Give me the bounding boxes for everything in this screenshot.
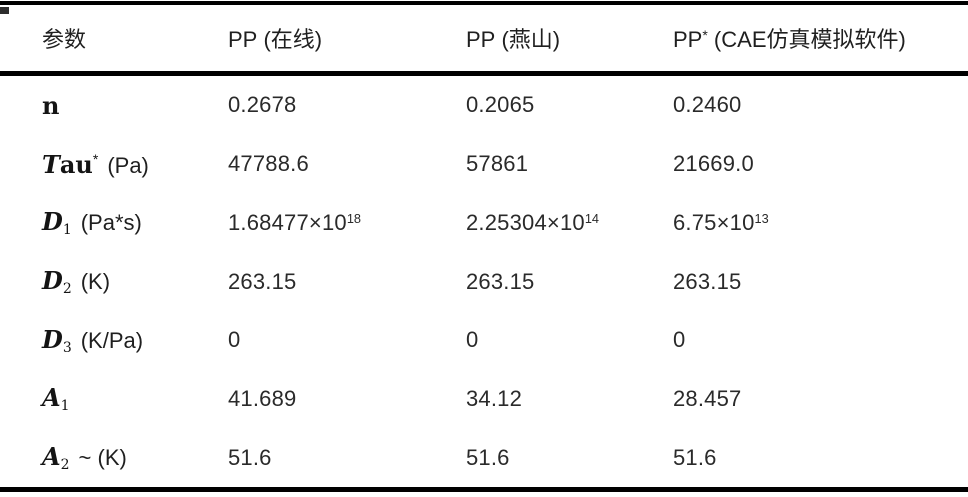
param-value: 263.15 xyxy=(228,269,466,295)
table-row: D2 (K) 263.15 263.15 263.15 xyxy=(0,252,968,311)
param-value: 57861 xyxy=(466,151,673,177)
param-value: 28.457 xyxy=(673,386,968,412)
param-value: 0.2065 xyxy=(466,92,673,118)
value-text: 21669.0 xyxy=(673,151,754,177)
value-text: 263.15 xyxy=(228,268,297,294)
table-row: D1 (Pa*s) 1.68477×1018 2.25304×1014 6.75×101… xyxy=(0,193,968,252)
param-value: 21669.0 xyxy=(673,151,968,177)
param-value: 263.15 xyxy=(673,269,968,295)
header-cell-param: 参数 xyxy=(0,22,228,54)
value-text: 51.6 xyxy=(228,444,272,470)
value-text: 51.6 xyxy=(466,444,510,470)
value-text: 0 xyxy=(228,327,241,353)
param-value: 0 xyxy=(466,327,673,353)
value-text: 263.15 xyxy=(673,268,742,294)
param-variable: au xyxy=(59,149,93,179)
scan-artifact xyxy=(0,7,9,14)
table-body: n 0.2678 0.2065 0.2460 Tau* (Pa) 47788.6 57861 2… xyxy=(0,76,968,487)
header-tail: (燕山) xyxy=(495,27,561,52)
param-label: D2 (K) xyxy=(0,266,228,297)
param-unit: (K) xyxy=(80,268,111,294)
header-label: PP xyxy=(466,27,496,52)
table-row: Tau* (Pa) 47788.6 57861 21669.0 xyxy=(0,135,968,194)
param-value: 0.2460 xyxy=(673,92,968,118)
table-row: A1 41.689 34.12 28.457 xyxy=(0,370,968,429)
param-value: 51.6 xyxy=(673,445,968,471)
value-text: 0.2065 xyxy=(466,92,535,118)
header-separator-rule xyxy=(0,71,968,76)
param-value: 263.15 xyxy=(466,269,673,295)
param-subscript: 3 xyxy=(62,339,72,356)
param-label: n xyxy=(0,91,228,120)
param-value: 47788.6 xyxy=(228,151,466,177)
value-text: 41.689 xyxy=(228,385,297,411)
param-value: 2.25304×1014 xyxy=(466,210,673,236)
param-unit: (Pa*s) xyxy=(80,210,142,236)
value-text: 34.12 xyxy=(466,385,523,411)
param-label: D1 (Pa*s) xyxy=(0,207,228,238)
param-subscript: 2 xyxy=(60,457,70,474)
value-text: 1.68477×10 xyxy=(228,209,347,235)
param-superscript: * xyxy=(92,150,99,167)
param-variable: D xyxy=(42,265,63,295)
param-value: 0 xyxy=(228,327,466,353)
param-unit: (K/Pa) xyxy=(80,327,144,353)
param-value: 0.2678 xyxy=(228,92,466,118)
param-variable: A xyxy=(42,383,61,413)
param-value: 0 xyxy=(673,327,968,353)
value-text: 47788.6 xyxy=(228,151,309,177)
table-row: D3 (K/Pa) 0 0 0 xyxy=(0,311,968,370)
param-label: D3 (K/Pa) xyxy=(0,325,228,356)
header-sup: * xyxy=(702,27,708,43)
header-label: PP xyxy=(673,27,703,52)
param-variable: A xyxy=(42,442,61,472)
table-row: n 0.2678 0.2065 0.2460 xyxy=(0,76,968,135)
value-text: 2.25304×10 xyxy=(466,209,585,235)
param-label: Tau* (Pa) xyxy=(0,150,228,179)
table-header: 参数 PP (在线) PP (燕山) PP* (CAE仿真模拟软件) xyxy=(0,5,968,71)
param-value: 51.6 xyxy=(466,445,673,471)
param-value: 6.75×1013 xyxy=(673,210,968,236)
header-cell-pp-cae: PP* (CAE仿真模拟软件) xyxy=(673,22,968,54)
value-text: 0 xyxy=(673,327,686,353)
value-text: 0.2678 xyxy=(228,92,297,118)
param-subscript: 1 xyxy=(60,398,70,415)
value-text: 263.15 xyxy=(466,268,535,294)
param-value: 1.68477×1018 xyxy=(228,210,466,236)
param-label: A2 ~ (K) xyxy=(0,442,228,473)
header-cell-pp-yanshan: PP (燕山) xyxy=(466,22,673,54)
param-variable: n xyxy=(42,90,60,120)
value-text: 0.2460 xyxy=(673,92,742,118)
param-variable: T xyxy=(42,149,60,179)
param-subscript: 1 xyxy=(62,222,72,239)
value-text: 51.6 xyxy=(673,444,717,470)
param-variable: D xyxy=(42,207,63,237)
param-label: A1 xyxy=(0,383,228,414)
bottom-rule xyxy=(0,487,968,492)
header-label: 参数 xyxy=(42,27,87,52)
param-value: 34.12 xyxy=(466,386,673,412)
top-rule xyxy=(0,1,968,5)
header-label: PP xyxy=(228,27,258,52)
value-text: 28.457 xyxy=(673,385,742,411)
param-unit: ~ (K) xyxy=(78,445,127,471)
value-exponent: 13 xyxy=(754,210,769,226)
table-row: A2 ~ (K) 51.6 51.6 51.6 xyxy=(0,428,968,487)
value-text: 57861 xyxy=(466,151,529,177)
header-tail: (CAE仿真模拟软件) xyxy=(707,27,906,52)
param-subscript: 2 xyxy=(62,281,72,298)
param-value: 51.6 xyxy=(228,445,466,471)
param-value: 41.689 xyxy=(228,386,466,412)
value-exponent: 14 xyxy=(584,210,600,226)
param-variable: D xyxy=(42,324,63,354)
value-text: 6.75×10 xyxy=(673,209,755,235)
param-unit: (Pa) xyxy=(107,152,149,178)
header-cell-pp-online: PP (在线) xyxy=(228,22,466,54)
value-text: 0 xyxy=(466,327,479,353)
value-exponent: 18 xyxy=(346,210,362,226)
header-tail: (在线) xyxy=(257,27,323,52)
